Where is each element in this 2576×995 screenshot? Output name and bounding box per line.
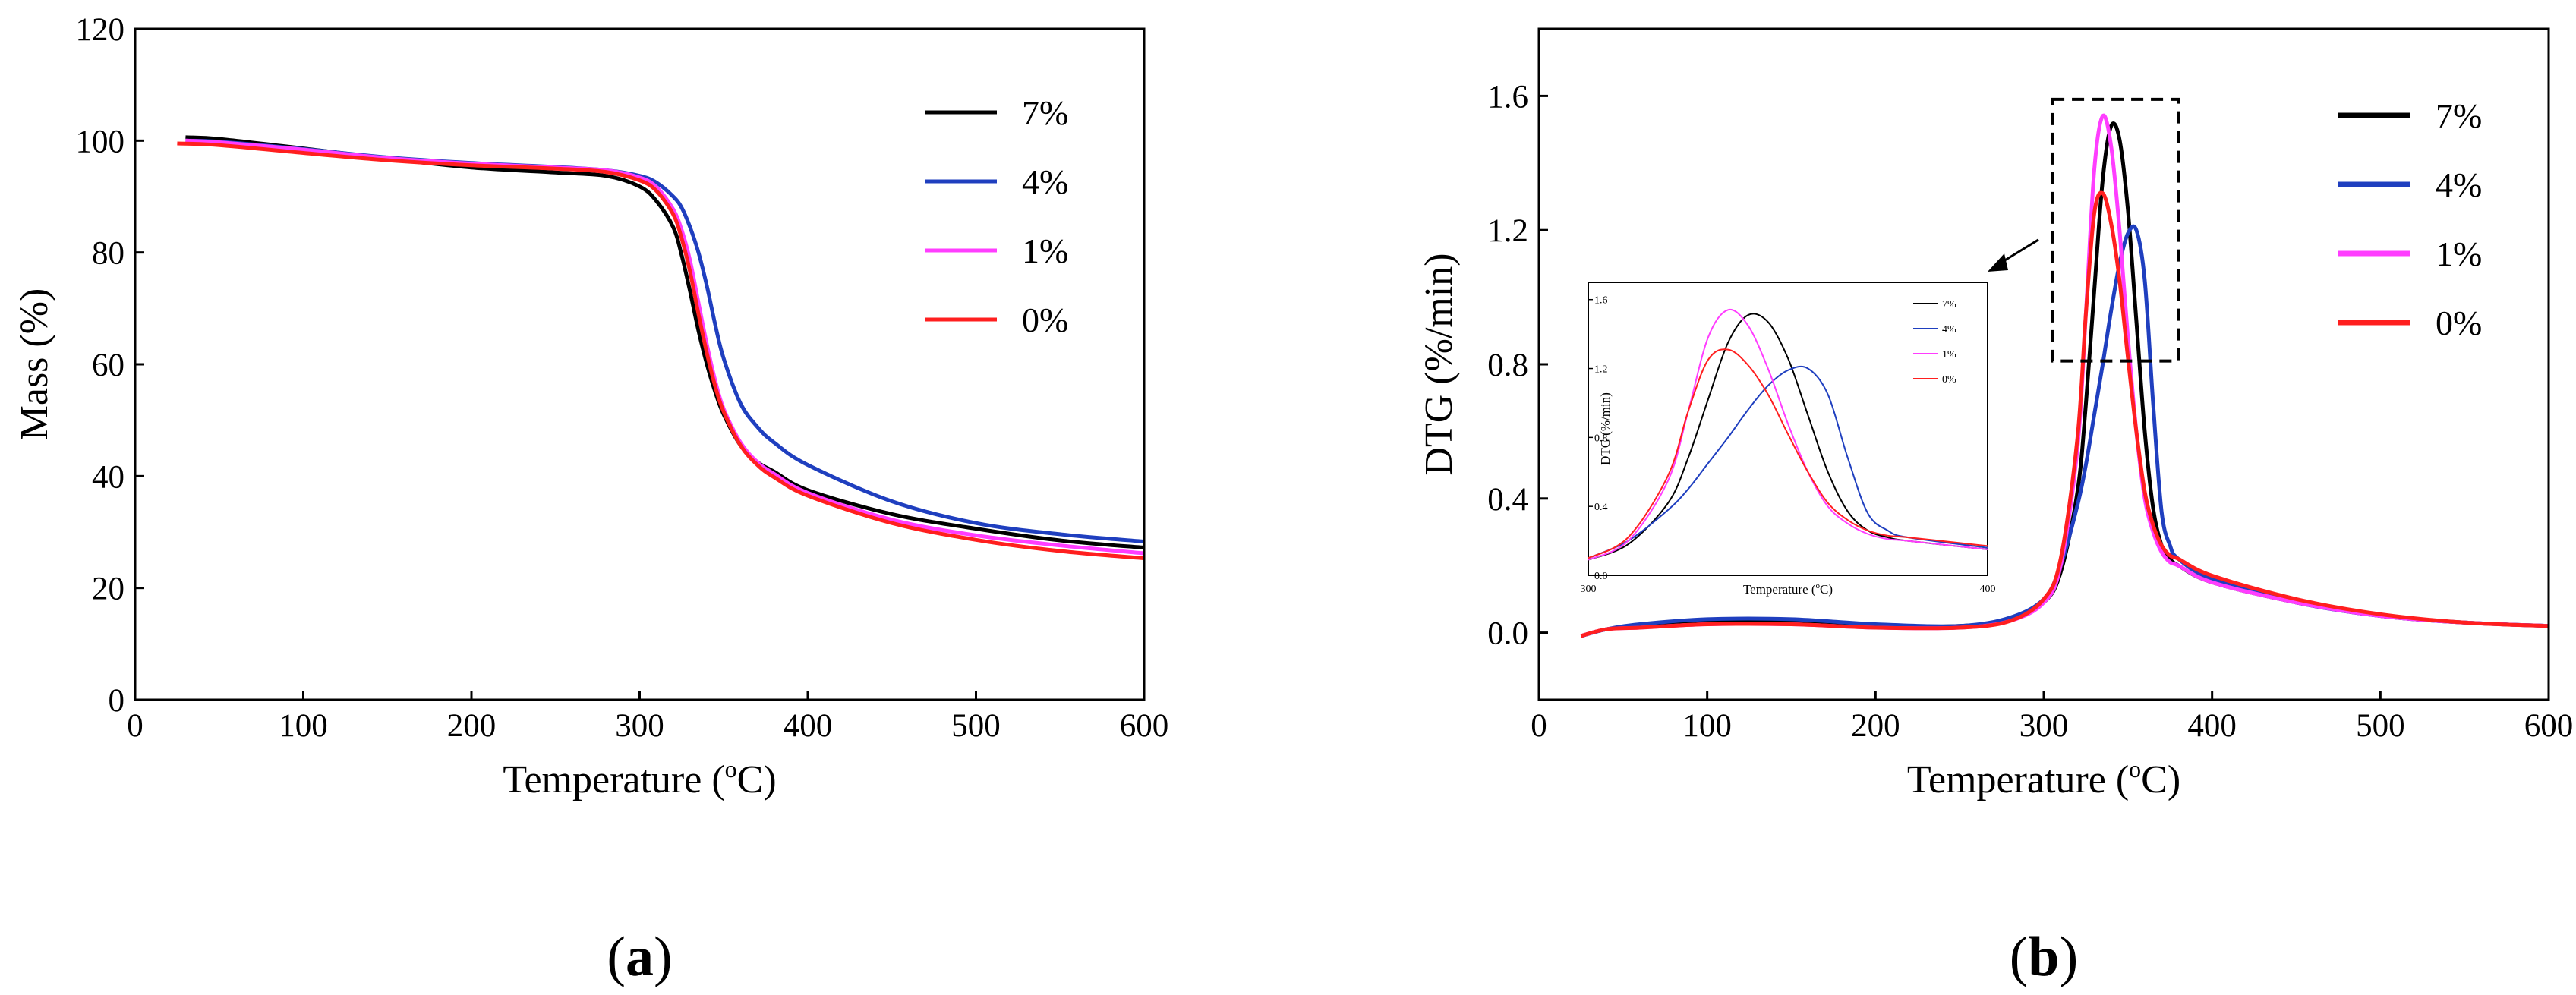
a-x-tick-label: 600 — [1120, 708, 1169, 744]
b-legend-label-0: 7% — [2436, 96, 2482, 135]
b-legend-label-1: 4% — [2436, 165, 2482, 204]
b-inset-legend-label-3: 0% — [1942, 374, 1956, 386]
b-inset-y-tick-label: 1.6 — [1594, 295, 1608, 307]
a-x-tick-label: 200 — [447, 708, 497, 744]
b-inset-y-tick-label: 0.4 — [1594, 502, 1608, 513]
b-inset-y-tick-label: 0.0 — [1594, 571, 1608, 582]
a-y-tick-label: 60 — [92, 348, 125, 383]
a-y-tick-label: 80 — [92, 236, 125, 272]
a-legend-label-0: 7% — [1022, 93, 1068, 132]
b-inset-x-tick-label: 300 — [1581, 584, 1597, 595]
a-legend-label-2: 1% — [1022, 231, 1068, 270]
b-x-tick-label: 0 — [1531, 708, 1547, 744]
b-x-axis-label: Temperature (oC) — [1907, 755, 2180, 801]
a-y-tick-label: 40 — [92, 459, 125, 495]
a-y-tick-label: 120 — [76, 12, 125, 48]
b-inset-legend-label-2: 1% — [1942, 349, 1956, 361]
b-x-tick-label: 300 — [2019, 708, 2069, 744]
a-series-line-2 — [185, 138, 1145, 556]
b-inset-series-line-2 — [1588, 308, 1988, 561]
a-legend-label-3: 0% — [1022, 301, 1068, 339]
b-inset-legend-label-0: 7% — [1942, 299, 1956, 310]
b-y-tick-label: 0.8 — [1487, 348, 1528, 383]
a-chart: 0 100 200 300 400 500 600 0 20 40 60 80 100 120 Temper… — [13, 12, 1168, 988]
b-inset-frame — [1588, 282, 1988, 576]
b-inset-y-axis-label: DTG (%/min) — [1598, 392, 1613, 465]
b-y-tick-label: 1.2 — [1487, 213, 1528, 249]
b-inset-series-line-3 — [1588, 348, 1988, 559]
b-y-tick-label: 1.6 — [1487, 79, 1528, 115]
b-x-tick-label: 200 — [1851, 708, 1900, 744]
b-y-axis-label: DTG (%/min) — [1417, 253, 1461, 475]
b-x-tick-label: 500 — [2356, 708, 2405, 744]
b-y-tick-label: 0.0 — [1487, 616, 1528, 652]
b-y-tick-label: 0.4 — [1487, 482, 1528, 518]
b-inset-series-line-1 — [1588, 365, 1988, 559]
a-y-tick-label: 0 — [109, 683, 125, 719]
b-inset-y-tick-label: 0.8 — [1594, 433, 1608, 444]
b-series-line-1 — [1580, 224, 2549, 638]
a-x-tick-label: 100 — [279, 708, 328, 744]
a-y-axis-label: Mass (%) — [13, 288, 56, 441]
b-inset-series-line-0 — [1588, 313, 1988, 561]
b-inset-arrow-head — [1988, 253, 2008, 272]
b-legend-label-2: 1% — [2436, 235, 2482, 273]
b-chart: 0 100 200 300 400 500 600 0.0 0.4 0.8 1.2 1.6 Temper… — [1417, 27, 2574, 988]
b-x-tick-label: 100 — [1682, 708, 1732, 744]
b-series-line-3 — [1580, 190, 2549, 638]
b-inset-x-axis-label: Temperature (oC) — [1743, 581, 1833, 597]
b-inset: 300 400 0.0 0.4 0.8 1.2 1.6 Temperature (oC) DTG… — [1581, 282, 1996, 597]
a-panel-label: (a) — [607, 926, 672, 988]
b-highlight-box — [2051, 97, 2180, 363]
a-y-tick-label: 100 — [76, 124, 125, 159]
b-panel-label: (b) — [2010, 926, 2078, 988]
a-plot-frame — [134, 27, 1146, 701]
a-legend-label-1: 4% — [1022, 162, 1068, 201]
a-x-tick-label: 0 — [127, 708, 143, 744]
b-inset-y-tick-label: 1.2 — [1594, 364, 1608, 376]
a-x-tick-label: 500 — [951, 708, 1001, 744]
a-x-tick-label: 300 — [615, 708, 664, 744]
a-y-tick-label: 20 — [92, 571, 125, 607]
a-series-line-3 — [177, 141, 1145, 561]
b-x-tick-label: 600 — [2524, 708, 2574, 744]
a-x-tick-label: 400 — [784, 708, 833, 744]
b-inset-x-tick-label: 400 — [1980, 584, 1996, 595]
a-x-axis-label: Temperature (oC) — [503, 755, 776, 801]
b-x-tick-label: 400 — [2187, 708, 2237, 744]
b-legend-label-3: 0% — [2436, 304, 2482, 342]
b-inset-legend-label-1: 4% — [1942, 324, 1956, 335]
